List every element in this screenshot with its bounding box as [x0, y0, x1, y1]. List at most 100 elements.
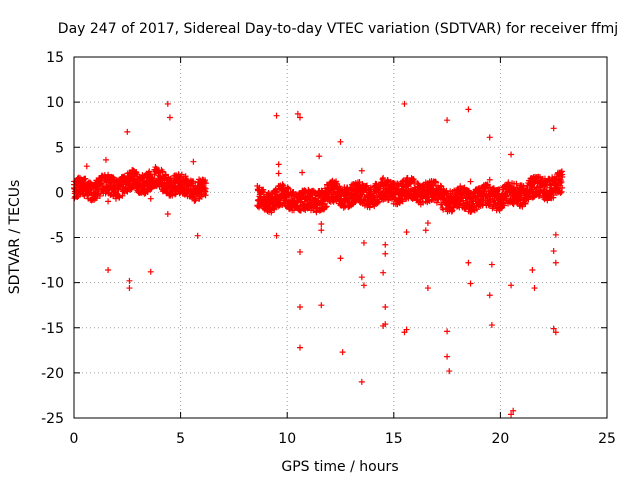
y-tick-label: 15 — [46, 50, 64, 66]
data-point — [339, 349, 346, 356]
data-point — [198, 193, 205, 200]
data-point — [358, 378, 365, 385]
data-point — [126, 285, 133, 292]
data-point — [411, 178, 418, 185]
plot-frame — [73, 56, 608, 419]
y-tick-label: 5 — [55, 140, 64, 156]
data-point — [273, 188, 280, 195]
data-point — [91, 189, 98, 196]
y-axis-label: SDTVAR / TECUs — [7, 180, 23, 295]
data-point — [422, 179, 429, 186]
data-point — [444, 328, 451, 335]
data-point — [380, 322, 387, 329]
y-tick-label: 10 — [46, 95, 64, 111]
data-point — [513, 180, 520, 187]
y-tick-label: -5 — [50, 231, 64, 247]
data-point — [382, 303, 389, 310]
data-point — [202, 177, 209, 184]
data-point — [296, 303, 303, 310]
grid — [74, 57, 607, 418]
data-point — [467, 178, 474, 185]
data-point — [379, 176, 386, 183]
data-point — [190, 158, 197, 165]
data-point — [336, 183, 343, 190]
data-point — [169, 192, 176, 199]
x-tick-label: 25 — [598, 431, 616, 447]
data-point — [190, 178, 197, 185]
data-point — [382, 241, 389, 248]
data-point — [550, 125, 557, 132]
data-point — [465, 259, 472, 266]
data-point — [486, 292, 493, 299]
x-tick-label: 10 — [278, 431, 296, 447]
data-point — [424, 285, 431, 292]
data-point — [271, 206, 278, 213]
data-point — [105, 266, 112, 273]
data-point — [102, 156, 109, 163]
data-point — [337, 138, 344, 145]
data-point — [380, 269, 387, 276]
data-point — [508, 151, 515, 158]
data-point — [273, 112, 280, 119]
data-point — [318, 302, 325, 309]
data-point — [446, 368, 453, 375]
data-point — [486, 134, 493, 141]
data-point — [552, 231, 559, 238]
data-point — [124, 128, 131, 135]
data-point — [194, 232, 201, 239]
data-point — [510, 407, 517, 414]
data-point — [202, 192, 209, 199]
data-point — [119, 192, 126, 199]
data-point — [323, 203, 330, 210]
data-point — [486, 176, 493, 183]
data-point — [202, 180, 209, 187]
data-point — [296, 248, 303, 255]
chart-title: Day 247 of 2017, Sidereal Day-to-day VTE… — [58, 21, 618, 37]
data-point — [465, 106, 472, 113]
x-tick-label: 20 — [491, 431, 509, 447]
data-point — [488, 261, 495, 268]
data-point — [337, 255, 344, 262]
data-point — [112, 195, 119, 202]
data-point — [192, 197, 199, 204]
data-point — [321, 185, 328, 192]
data-point — [382, 250, 389, 257]
data-point — [164, 211, 171, 218]
data-point — [358, 274, 365, 281]
data-point — [541, 183, 548, 190]
data-point — [557, 189, 564, 196]
data-point — [422, 227, 429, 234]
data-point — [147, 268, 154, 275]
data-point — [559, 184, 566, 191]
data-point — [503, 193, 510, 200]
data-point — [401, 329, 408, 336]
data-point — [318, 227, 325, 234]
data-point — [344, 184, 351, 191]
y-tick-labels: -25 -20 -15 -10 -5 0 5 10 15 — [41, 50, 64, 427]
data-point — [126, 277, 133, 284]
data-point — [96, 192, 103, 199]
data-point — [296, 114, 303, 121]
data-point — [401, 100, 408, 107]
data-point — [340, 204, 347, 211]
y-tick-label: -10 — [41, 276, 64, 292]
data-point — [558, 178, 565, 185]
data-point — [360, 239, 367, 246]
data-point — [294, 110, 301, 117]
data-point — [322, 204, 329, 211]
data-points — [71, 100, 566, 418]
data-point — [358, 167, 365, 174]
y-tick-label: 0 — [55, 185, 64, 201]
data-point — [202, 185, 209, 192]
data-point — [299, 169, 306, 176]
data-point — [159, 168, 166, 175]
data-point — [550, 248, 557, 255]
x-axis-label: GPS time / hours — [281, 459, 398, 475]
data-point — [501, 202, 508, 209]
data-point — [343, 192, 350, 199]
data-point — [380, 174, 387, 181]
data-point — [552, 329, 559, 336]
data-point — [438, 201, 445, 208]
data-point — [543, 182, 550, 189]
data-point — [260, 186, 267, 193]
